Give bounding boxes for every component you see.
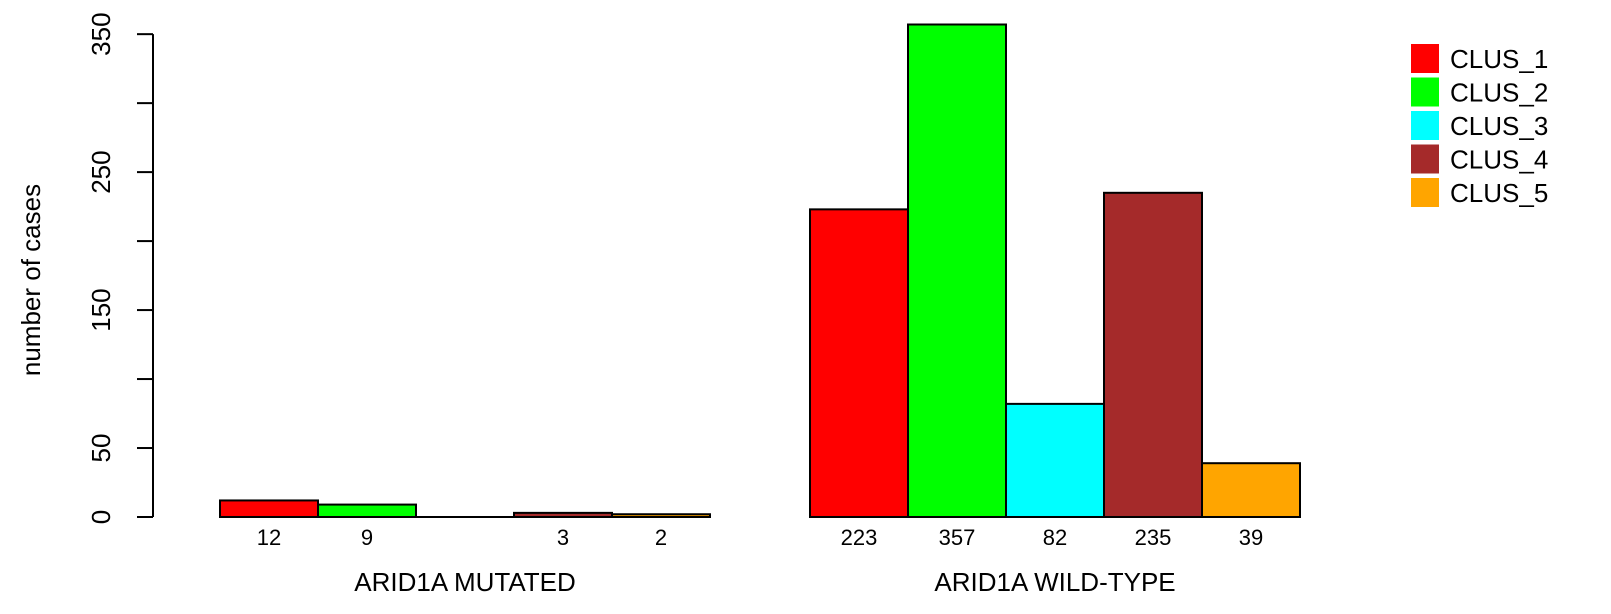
bar-value-label: 39 [1239,525,1263,550]
bar-clus-5-group-2 [1201,462,1301,518]
bar-clus-2-group-1 [317,503,417,519]
bar-value-label: 9 [361,525,373,550]
legend-label: CLUS_2 [1450,78,1548,108]
bar-value-label: 12 [257,525,281,550]
bar-value-label: 357 [939,525,976,550]
legend-label: CLUS_4 [1450,145,1548,175]
bar-value-label: 223 [841,525,878,550]
y-tick-label: 50 [86,434,116,463]
y-tick-label: 250 [86,150,116,193]
legend-swatch [1411,44,1439,73]
bar-clus-1-group-2 [809,208,909,518]
y-tick-label: 350 [86,12,116,55]
bar-value-label: 2 [655,525,667,550]
plot-area: 12 9 3 2 ARID1A MUTATED 223 357 82 235 39 ARID1A W… [219,23,1301,597]
bar-clus-4-group-2 [1103,191,1203,518]
y-tick-label: 150 [86,288,116,331]
legend-label: CLUS_5 [1450,178,1548,208]
legend-label: CLUS_3 [1450,111,1548,141]
bar-clus-3-group-2 [1005,402,1105,518]
bar-value-label: 82 [1043,525,1067,550]
bar-clus-2-group-2 [907,23,1007,518]
legend-label: CLUS_1 [1450,44,1548,74]
bar-value-label: 235 [1135,525,1172,550]
legend-swatch [1411,111,1439,140]
bar-clus-1-group-1 [219,499,319,518]
y-axis: 0 50 150 250 350 [86,12,154,524]
y-tick-label: 0 [86,510,116,524]
legend-swatch [1411,178,1439,207]
group-label: ARID1A MUTATED [354,567,576,597]
legend-swatch [1411,144,1439,174]
group-label: ARID1A WILD-TYPE [934,567,1175,597]
bar-group-1: 12 9 3 2 ARID1A MUTATED [219,499,711,597]
bar-value-label: 3 [557,525,569,550]
bar-group-2: 223 357 82 235 39 ARID1A WILD-TYPE [809,23,1301,597]
legend-swatch [1411,77,1439,107]
y-axis-label: number of cases [16,184,46,376]
